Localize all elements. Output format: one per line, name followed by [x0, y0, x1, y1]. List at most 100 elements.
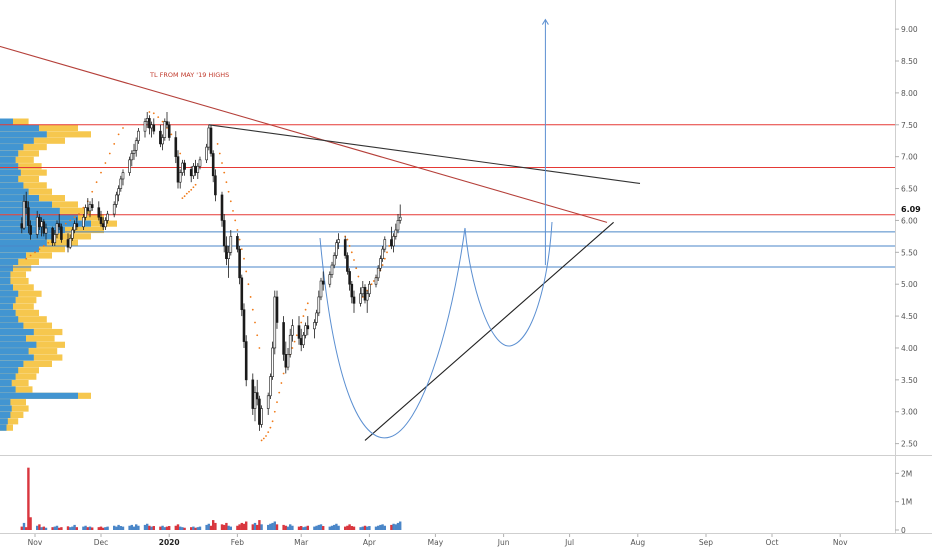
volume-bar [253, 522, 257, 530]
candle-body [376, 267, 380, 279]
volume-bar [271, 522, 274, 530]
candle-body [57, 223, 61, 228]
psar-dot [282, 372, 285, 375]
volume-bar [174, 525, 177, 530]
candle-body [343, 239, 347, 256]
profile-bar-up [0, 328, 34, 336]
profile-bar-up [0, 418, 8, 425]
volume-bar [330, 525, 334, 530]
profile-bar-total [0, 156, 34, 163]
volume-bar [82, 526, 85, 530]
profile-bar-up [0, 297, 16, 304]
candle-body [117, 188, 120, 196]
profile-bar-up [0, 405, 12, 412]
candle-body [258, 398, 261, 425]
profile-bar-total [0, 258, 39, 265]
volume-bar [361, 526, 364, 530]
psar-dot [225, 181, 228, 184]
profile-bar-total [0, 335, 55, 342]
profile-bar-up [0, 163, 19, 170]
candle-body [348, 271, 351, 285]
profile-bar-up [0, 124, 39, 132]
psar-dot [47, 241, 50, 244]
candle-body [137, 130, 140, 142]
volume-bar [359, 527, 362, 530]
volume-bar [91, 527, 94, 530]
candle-body [35, 216, 39, 235]
profile-bar-up [0, 195, 39, 202]
time-tick-label: Oct [766, 538, 779, 547]
candle-body [99, 216, 103, 224]
volume-bar [86, 527, 89, 530]
time-tick-label: Aug [630, 538, 645, 547]
candle-body [152, 124, 156, 132]
cup-curve-left [319, 227, 466, 439]
candle-body [27, 207, 30, 226]
candle-body [24, 201, 28, 208]
psar-dot [108, 152, 111, 155]
profile-bar-total [0, 150, 39, 157]
volume-bar [181, 527, 184, 530]
candle-body [196, 165, 200, 173]
candle-body [332, 255, 336, 266]
last-price-label-bg [897, 202, 927, 215]
profile-bar-up [0, 207, 60, 214]
candle-body [352, 296, 356, 304]
psar-dot [256, 334, 259, 337]
price-tick-label: 6.50 [901, 185, 918, 194]
candle-body [244, 341, 248, 381]
candle-body [29, 225, 32, 235]
candle-body [222, 220, 226, 247]
volume-bar [205, 524, 208, 530]
psar-dot [271, 420, 274, 423]
volume-bar [104, 527, 107, 530]
profile-bar-up [0, 258, 19, 265]
candle-body [128, 159, 131, 173]
candle-body [90, 204, 94, 208]
candle-body [291, 325, 294, 336]
profile-bar-up [0, 246, 39, 253]
candle-body [198, 159, 202, 167]
profile-bar-up [0, 271, 11, 278]
profile-bar-up [0, 411, 11, 419]
profile-bar-total [0, 290, 42, 297]
profile-bar-up [0, 354, 34, 361]
volume-bar [113, 525, 116, 530]
trendline [0, 45, 608, 223]
candle-body [306, 325, 310, 330]
candle-body [143, 121, 147, 132]
candle-body [330, 264, 334, 275]
profile-bar-total [0, 175, 39, 183]
psar-dot [91, 190, 94, 193]
psar-dot [82, 206, 85, 209]
candle-body [194, 165, 197, 173]
volume-tick-label: 0 [901, 526, 906, 535]
volume-bar [315, 525, 318, 530]
candle-body [398, 216, 402, 221]
volume-bar [135, 524, 138, 530]
volume-bar [300, 526, 303, 530]
volume-bar [399, 521, 402, 530]
volume-bar [214, 522, 217, 530]
candle-body [192, 165, 195, 177]
profile-bar-total [0, 163, 42, 170]
candle-body [275, 296, 279, 323]
volume-bar [368, 526, 371, 530]
psar-dot [258, 347, 261, 349]
psar-dot [260, 439, 263, 442]
trendline [364, 221, 614, 441]
profile-bar-up [0, 220, 91, 227]
profile-bar-total [0, 277, 29, 285]
psar-dot [78, 213, 80, 215]
volume-bar [273, 521, 276, 530]
volume-bar [313, 526, 316, 530]
time-tick-label: Dec [94, 538, 109, 547]
psar-dot [280, 382, 283, 384]
psar-dot [267, 431, 270, 434]
candle-body [55, 223, 59, 235]
profile-bar-up [0, 348, 29, 355]
volume-bar [69, 527, 72, 530]
profile-bar-total [0, 367, 39, 374]
volume-bar [132, 526, 136, 530]
